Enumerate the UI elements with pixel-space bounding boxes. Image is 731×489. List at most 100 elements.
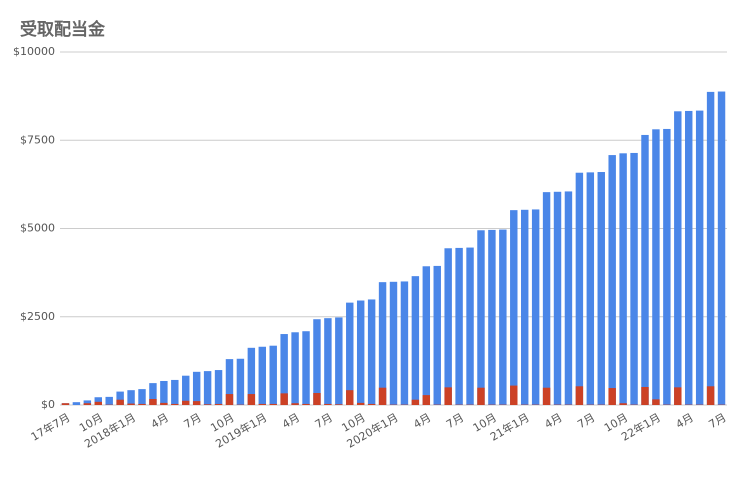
y-tick-label: $7500 <box>20 133 55 146</box>
bar <box>160 403 167 405</box>
bar <box>608 155 615 405</box>
bar <box>270 404 277 405</box>
bar <box>543 192 550 405</box>
bar <box>182 376 189 405</box>
bar <box>204 404 211 405</box>
bar <box>248 394 255 405</box>
bar <box>84 403 91 405</box>
x-tick-label: 4月 <box>674 411 696 431</box>
bar <box>62 403 69 405</box>
x-tick-label: 7月 <box>313 411 335 431</box>
bar <box>379 282 386 405</box>
bar <box>357 301 364 405</box>
bar <box>105 397 112 405</box>
bar <box>379 388 386 405</box>
bar <box>182 401 189 405</box>
y-tick-label: $2500 <box>20 310 55 323</box>
bar <box>280 393 287 405</box>
bar <box>324 404 331 405</box>
x-tick-label: 4月 <box>280 411 302 431</box>
bar <box>423 395 430 405</box>
bar <box>696 111 703 405</box>
bar <box>138 389 145 405</box>
bar <box>619 403 626 405</box>
bar <box>543 388 550 405</box>
bar <box>313 319 320 405</box>
bar <box>346 390 353 405</box>
bar <box>477 230 484 405</box>
x-tick-label: 7月 <box>706 411 728 431</box>
bar <box>401 281 408 405</box>
bar <box>674 111 681 405</box>
bar <box>608 388 615 405</box>
bar <box>434 266 441 405</box>
bar <box>215 404 222 405</box>
bar <box>335 404 342 405</box>
bar <box>488 230 495 405</box>
bar <box>204 371 211 405</box>
bar <box>193 372 200 405</box>
bar <box>193 401 200 405</box>
bar <box>171 380 178 405</box>
bar <box>510 386 517 405</box>
bar <box>521 210 528 405</box>
bar <box>412 276 419 405</box>
bar <box>630 153 637 405</box>
bar <box>652 129 659 405</box>
bar <box>718 92 725 405</box>
bar <box>652 399 659 405</box>
bar <box>598 172 605 405</box>
bar <box>368 404 375 405</box>
bar <box>324 318 331 405</box>
bar <box>302 404 309 405</box>
bar <box>663 129 670 405</box>
bar <box>291 332 298 405</box>
x-tick-label: 4月 <box>542 411 564 431</box>
y-tick-label: $0 <box>41 398 55 411</box>
bar <box>237 359 244 405</box>
bar <box>171 404 178 405</box>
y-tick-label: $5000 <box>20 222 55 235</box>
bar <box>259 404 266 405</box>
bar <box>477 388 484 405</box>
x-tick-label: 4月 <box>411 411 433 431</box>
y-tick-label: $10000 <box>13 45 55 58</box>
bar <box>226 394 233 405</box>
bar <box>368 299 375 405</box>
bar <box>674 387 681 405</box>
bar <box>444 387 451 405</box>
bar <box>587 172 594 405</box>
bar <box>619 153 626 405</box>
bar <box>346 303 353 405</box>
bar <box>390 282 397 405</box>
bar <box>641 387 648 405</box>
bar <box>259 347 266 405</box>
chart-title: 受取配当金 <box>20 19 106 40</box>
bar <box>291 403 298 405</box>
bar <box>685 111 692 405</box>
bar <box>160 381 167 405</box>
x-tick-label: 17年7月 <box>28 410 72 444</box>
bar <box>357 403 364 405</box>
x-tick-label: 4月 <box>149 411 171 431</box>
bar <box>423 266 430 405</box>
bar <box>313 393 320 405</box>
bar <box>116 400 123 405</box>
bar <box>499 230 506 405</box>
bar <box>127 404 134 405</box>
bar <box>138 404 145 405</box>
bar <box>532 209 539 405</box>
x-tick-label: 7月 <box>444 411 466 431</box>
bar <box>576 386 583 405</box>
bar <box>554 192 561 405</box>
bar <box>149 399 156 405</box>
bar <box>95 402 102 405</box>
bar <box>641 135 648 405</box>
bar <box>412 400 419 405</box>
x-tick-label: 7月 <box>182 411 204 431</box>
bar <box>455 248 462 405</box>
bar <box>127 390 134 405</box>
x-tick-label: 7月 <box>575 411 597 431</box>
bar <box>270 346 277 405</box>
